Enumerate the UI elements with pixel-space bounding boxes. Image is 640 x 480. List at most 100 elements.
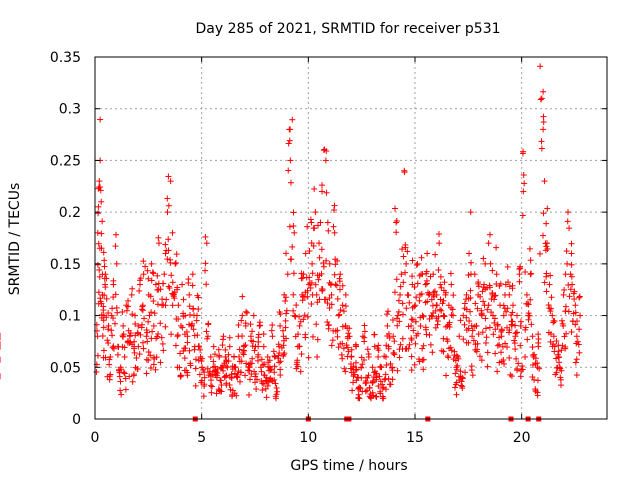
data-point (245, 391, 252, 398)
data-point (301, 312, 308, 319)
data-point (493, 244, 500, 251)
data-point (339, 323, 346, 330)
data-point (289, 116, 296, 123)
data-point (543, 270, 550, 277)
data-point (121, 353, 128, 360)
data-point (126, 373, 133, 380)
data-point (359, 333, 366, 340)
data-point (397, 283, 404, 290)
data-point (336, 286, 343, 293)
data-point (568, 329, 575, 336)
data-point (318, 270, 325, 277)
data-point (475, 331, 482, 338)
data-point (268, 366, 275, 373)
y-tick-label: 0.05 (50, 360, 81, 376)
data-point (155, 330, 162, 337)
data-point (528, 321, 535, 328)
data-point (121, 370, 128, 377)
data-point (441, 313, 448, 320)
data-point (540, 113, 547, 120)
data-point (169, 229, 176, 236)
data-point (179, 324, 186, 331)
data-point (222, 346, 229, 353)
data-point (133, 354, 140, 361)
y-tick-label: 0.15 (50, 257, 81, 273)
data-point (424, 298, 431, 305)
data-point (373, 370, 380, 377)
data-point (548, 305, 555, 312)
data-point (528, 270, 535, 277)
data-point (304, 293, 311, 300)
data-point (160, 347, 167, 354)
data-point (546, 281, 553, 288)
data-point (406, 341, 413, 348)
data-point (232, 364, 239, 371)
data-point (400, 279, 407, 286)
data-point (162, 250, 169, 257)
data-point (150, 298, 157, 305)
data-point (322, 296, 329, 303)
data-point (182, 312, 189, 319)
data-point (183, 328, 190, 335)
data-point (135, 322, 142, 329)
data-point (438, 307, 445, 314)
data-point (426, 331, 433, 338)
data-point (198, 358, 205, 365)
data-point (310, 225, 317, 232)
data-point (194, 332, 201, 339)
data-point (501, 360, 508, 367)
data-point (411, 303, 418, 310)
data-point (429, 302, 436, 309)
data-point (323, 257, 330, 264)
data-point (459, 375, 466, 382)
data-point (572, 309, 579, 316)
data-point (243, 308, 250, 315)
data-point (319, 287, 326, 294)
data-point (148, 277, 155, 284)
data-point (153, 354, 160, 361)
data-point (325, 227, 332, 234)
data-point (344, 344, 351, 351)
data-point (189, 271, 196, 278)
data-point (150, 270, 157, 277)
data-point (445, 354, 452, 361)
data-point (215, 346, 222, 353)
data-point (296, 343, 303, 350)
data-point (520, 188, 527, 195)
data-point (311, 185, 318, 192)
data-point (224, 364, 231, 371)
data-point (354, 374, 361, 381)
data-point (420, 342, 427, 349)
data-point (540, 119, 547, 126)
data-point (329, 337, 336, 344)
data-point (144, 338, 151, 345)
data-point (561, 286, 568, 293)
data-point (391, 289, 398, 296)
data-point (285, 140, 292, 147)
data-point (129, 285, 136, 292)
data-point (99, 332, 106, 339)
data-point (255, 351, 262, 358)
data-point (430, 271, 437, 278)
data-point (331, 207, 338, 214)
data-point (558, 367, 565, 374)
data-point (106, 376, 113, 383)
plot-frame (94, 56, 608, 420)
data-point (328, 342, 335, 349)
data-point (559, 320, 566, 327)
data-point (420, 313, 427, 320)
data-point (258, 368, 265, 375)
data-point (563, 248, 570, 255)
data-point (531, 351, 538, 358)
data-point (169, 279, 176, 286)
data-point (226, 382, 233, 389)
data-point (144, 267, 151, 274)
data-point (140, 345, 147, 352)
data-point (308, 219, 315, 226)
data-point (157, 320, 164, 327)
data-point (397, 341, 404, 348)
data-point (413, 262, 420, 269)
data-point (275, 355, 282, 362)
data-point (512, 330, 519, 337)
data-point (225, 358, 232, 365)
